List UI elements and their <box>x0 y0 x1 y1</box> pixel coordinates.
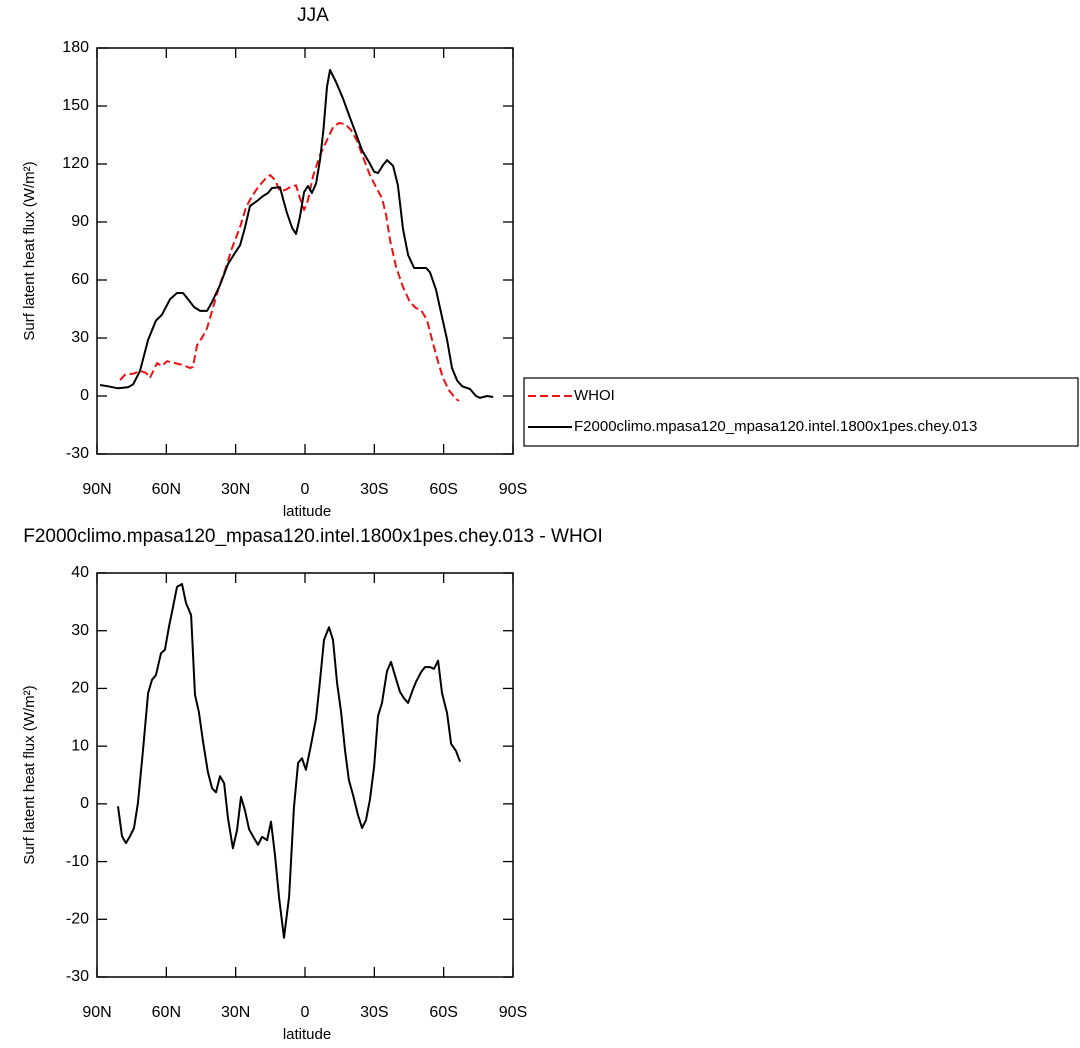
plot-frame <box>96 572 514 978</box>
x-tick-label: 0 <box>301 1004 310 1021</box>
chart-title: JJA <box>297 5 329 26</box>
y-tick-label: 60 <box>71 271 89 288</box>
x-tick-label: 30N <box>221 1004 250 1021</box>
legend-box <box>523 377 1079 447</box>
data-line <box>117 583 462 939</box>
x-tick-label: 30N <box>221 481 250 498</box>
x-axis-label: latitude <box>283 1026 331 1043</box>
x-tick-label: 60S <box>429 1004 457 1021</box>
y-tick-label: 40 <box>71 564 89 581</box>
x-tick-label: 60N <box>152 481 181 498</box>
x-tick-label: 30S <box>360 1004 388 1021</box>
y-axis-label: Surf latent heat flux (W/m²) <box>21 685 38 864</box>
x-tick-label: 90N <box>82 1004 111 1021</box>
y-tick-label: -20 <box>66 911 89 928</box>
y-tick-label: 120 <box>62 155 89 172</box>
y-tick-label: 150 <box>62 97 89 114</box>
x-tick-label: 60S <box>429 481 457 498</box>
y-tick-label: -30 <box>66 445 89 462</box>
y-tick-label: 90 <box>71 213 89 230</box>
x-tick-label: 90S <box>499 481 527 498</box>
y-tick-label: 0 <box>80 795 89 812</box>
y-axis-label: Surf latent heat flux (W/m²) <box>21 161 38 340</box>
chart-title: F2000climo.mpasa120_mpasa120.intel.1800x… <box>23 526 602 547</box>
y-tick-label: 20 <box>71 680 89 697</box>
legend-label: F2000climo.mpasa120_mpasa120.intel.1800x… <box>574 418 977 435</box>
data-line <box>99 69 494 399</box>
legend: WHOI F2000climo.mpasa120_mpasa120.intel.1… <box>523 377 1079 447</box>
x-axis-label: latitude <box>283 503 331 520</box>
x-tick-label: 90S <box>499 1004 527 1021</box>
x-tick-label: 30S <box>360 481 388 498</box>
y-tick-label: 180 <box>62 39 89 56</box>
x-tick-label: 90N <box>82 481 111 498</box>
y-tick-label: 10 <box>71 737 89 754</box>
x-tick-label: 0 <box>301 481 310 498</box>
y-tick-label: -10 <box>66 853 89 870</box>
y-tick-label: 30 <box>71 622 89 639</box>
y-tick-label: -30 <box>66 968 89 985</box>
x-tick-label: 60N <box>152 1004 181 1021</box>
data-line <box>119 122 460 402</box>
legend-label: WHOI <box>574 387 615 404</box>
y-tick-label: 0 <box>80 387 89 404</box>
y-tick-label: 30 <box>71 329 89 346</box>
